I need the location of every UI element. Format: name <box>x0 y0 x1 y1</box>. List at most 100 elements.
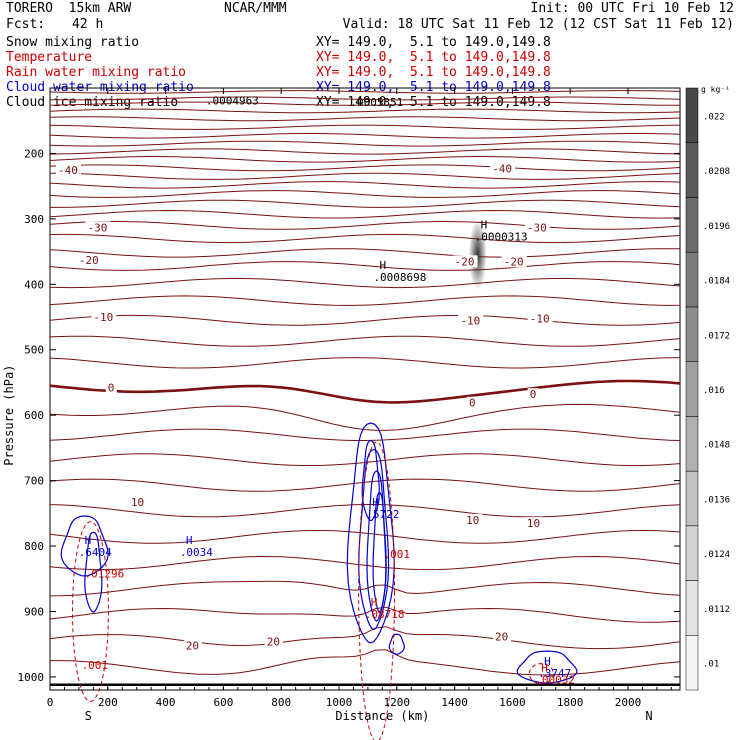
isotherm-line <box>49 248 681 258</box>
x-tick-label-5: 1000 <box>326 696 353 709</box>
x-tick-label-7: 1400 <box>441 696 468 709</box>
extremum-h-5: H <box>186 534 193 547</box>
extremum-value-7: .3747 <box>538 667 571 680</box>
cloud-water-contour <box>346 422 395 644</box>
isotherm-line <box>49 626 681 650</box>
temperature-contours <box>49 90 681 687</box>
isotherm-label-bg <box>493 630 512 643</box>
y-tick-label-2: 400 <box>24 278 44 291</box>
x-tick-label-0: 0 <box>47 696 54 709</box>
colorbar-label-0: .01 <box>703 660 719 670</box>
colorbar-label-10: .022 <box>703 112 725 122</box>
isotherm-label-11: 0 <box>469 397 476 410</box>
extremum-value-11: .08718 <box>365 608 405 621</box>
colorbar-label-6: .0172 <box>703 331 730 341</box>
fcst-label: Fcst: <box>6 17 46 32</box>
isotherm-line <box>49 155 681 163</box>
x-tick-label-2: 400 <box>156 696 176 709</box>
cloud-ice-blob <box>468 219 487 290</box>
isotherm-line <box>49 261 681 271</box>
center-title: NCAR/MMM <box>224 1 287 16</box>
colorbar-label-3: .0136 <box>703 495 730 505</box>
extremum-h-11: H <box>371 596 378 609</box>
extremum-h-2: H <box>379 259 386 272</box>
isotherm-label-bg <box>490 162 516 175</box>
isotherm-line <box>49 172 681 180</box>
y-tick-label-5: 700 <box>24 475 44 488</box>
extremum-value-8: .01296 <box>84 568 124 581</box>
field-name-rain: Rain water mixing ratio <box>6 65 187 80</box>
isotherm-line <box>49 295 680 306</box>
isotherm-line <box>49 108 681 114</box>
colorbar-swatch <box>685 306 699 362</box>
colorbar-swatch <box>685 87 699 143</box>
isotherm-label-0: -40 <box>58 164 78 177</box>
isotherm-line <box>49 379 681 404</box>
cloud-water-contour <box>516 650 578 684</box>
isotherm-line <box>49 101 680 106</box>
colorbar-label-4: .0148 <box>703 441 730 451</box>
cloud-ice-shading <box>468 219 487 290</box>
isotherm-line <box>49 124 681 130</box>
y-axis-label: Pressure (hPa) <box>2 365 16 466</box>
isotherm-line <box>49 530 681 544</box>
isotherm-label-bg <box>56 163 81 176</box>
fcst-value: 42 h <box>72 17 104 32</box>
isotherm-line <box>49 233 681 244</box>
isotherm-label-15: 10 <box>527 517 540 530</box>
isotherm-line <box>49 181 681 189</box>
colorbar-swatch <box>685 416 699 472</box>
colorbar-unit: g kg⁻¹ <box>701 85 730 94</box>
cloud-water-contour <box>84 531 103 613</box>
colorbar-label-2: .0124 <box>703 550 730 560</box>
isotherm-label-10: 0 <box>108 382 115 395</box>
y-tick-label-4: 600 <box>24 409 44 422</box>
x-tick-label-8: 1600 <box>499 696 526 709</box>
isotherm-label-16: 20 <box>186 640 199 653</box>
isotherm-label-14: 10 <box>466 514 479 527</box>
colorbar-swatch <box>685 635 699 691</box>
rain-water-contour <box>71 520 109 703</box>
isotherm-label-2: -30 <box>88 221 108 234</box>
isotherm-line <box>49 140 681 147</box>
extremum-value-0: .0004963 <box>206 95 259 108</box>
isotherm-label-bg <box>183 639 202 652</box>
isotherm-label-bg <box>452 255 478 268</box>
isotherm-line <box>49 335 681 347</box>
x-tick-label-3: 600 <box>213 696 233 709</box>
isotherm-line <box>49 428 681 441</box>
x-tick-label-9: 1800 <box>557 696 584 709</box>
y-tick-label-3: 500 <box>24 344 44 357</box>
isotherm-label-bg <box>264 635 283 648</box>
colorbar-swatch <box>685 580 699 636</box>
y-tick-label-1: 300 <box>24 213 44 226</box>
colorbar-swatch <box>685 361 699 417</box>
isotherm-label-8: -10 <box>460 314 480 327</box>
isotherm-label-bg <box>128 496 147 509</box>
y-tick-label-6: 800 <box>24 540 44 553</box>
colorbar-label-7: .0184 <box>703 277 730 287</box>
isotherm-line <box>49 504 681 518</box>
rain-water-contours <box>71 441 554 740</box>
isotherm-line <box>49 277 681 289</box>
isotherm-label-12: 0 <box>530 388 537 401</box>
colorbar-label-9: .0208 <box>703 167 730 177</box>
x-tick-label-10: 2000 <box>615 696 642 709</box>
isotherm-label-bg <box>91 311 117 324</box>
x-tick-label-4: 800 <box>271 696 291 709</box>
y-tick-label-0: 200 <box>24 147 44 160</box>
isotherm-label-bg <box>464 513 483 526</box>
isotherm-label-7: -10 <box>93 311 113 324</box>
field-name-temperature: Temperature <box>6 50 93 65</box>
x-axis-label: Distance (km) <box>335 709 429 723</box>
cloud-water-contour <box>60 515 109 577</box>
colorbar-swatch <box>685 197 699 253</box>
extremum-h-4: H <box>85 534 92 547</box>
contour-labels: -40 -40 -30 -30 -20 -20 -20 -10 -10 -10 0 0 0 10 10 10 2… <box>56 95 575 687</box>
extremum-value-6: .5722 <box>366 508 399 521</box>
field-xy-snow: XY= 149.0, 5.1 to 149.0,149.8 <box>316 35 551 50</box>
colorbar: .01 .0112 .0124 .0136 .0148 .016 .0172 .0184 .01… <box>685 85 730 691</box>
isotherm-line <box>49 403 681 431</box>
extremum-h-3: H <box>481 219 488 232</box>
field-xy-rain: XY= 149.0, 5.1 to 149.0,149.8 <box>316 65 551 80</box>
